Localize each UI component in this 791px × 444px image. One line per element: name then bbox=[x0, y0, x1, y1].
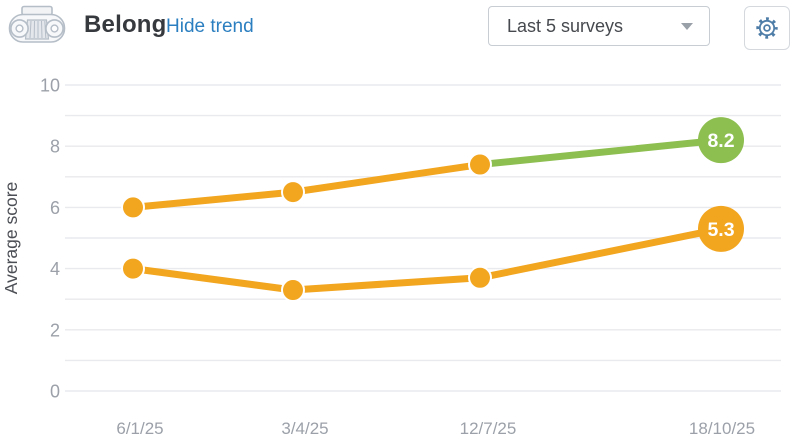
trend-segment bbox=[289, 161, 484, 196]
data-point[interactable] bbox=[121, 195, 145, 220]
score-badge-label: 5.3 bbox=[707, 219, 734, 241]
x-tick-label: 6/1/25 bbox=[116, 419, 163, 438]
series-belong-score-upper: 8.2 bbox=[121, 117, 744, 220]
data-point[interactable] bbox=[281, 278, 305, 303]
trend-segment bbox=[476, 225, 725, 282]
surveys-dropdown-value: Last 5 surveys bbox=[507, 15, 624, 36]
trend-segment bbox=[289, 274, 484, 294]
gear-icon bbox=[754, 15, 780, 41]
settings-button[interactable] bbox=[744, 6, 790, 50]
column-capital-icon bbox=[8, 5, 66, 51]
surveys-dropdown[interactable]: Last 5 surveys bbox=[488, 6, 710, 46]
x-tick-label: 3/4/25 bbox=[281, 419, 328, 438]
trend-segment bbox=[129, 188, 297, 211]
y-tick-label: 0 bbox=[50, 382, 60, 402]
y-tick-label: 4 bbox=[50, 259, 60, 279]
y-tick-label: 10 bbox=[40, 76, 60, 96]
x-tick-label: 18/10/25 bbox=[689, 419, 755, 438]
data-point[interactable] bbox=[468, 265, 492, 290]
trend-segment bbox=[476, 136, 725, 169]
y-tick-label: 8 bbox=[50, 137, 60, 157]
trend-segment bbox=[129, 265, 297, 294]
data-point[interactable] bbox=[468, 152, 492, 177]
data-point[interactable] bbox=[281, 180, 305, 205]
score-badge[interactable] bbox=[698, 205, 744, 252]
y-tick-label: 6 bbox=[50, 198, 60, 218]
score-badge[interactable] bbox=[698, 117, 744, 164]
widget-title: Belong bbox=[84, 11, 167, 38]
y-tick-label: 2 bbox=[50, 320, 60, 340]
series-belong-score-lower: 5.3 bbox=[121, 205, 744, 303]
hide-trend-link[interactable]: Hide trend bbox=[166, 16, 254, 37]
y-axis-title: Average score bbox=[1, 182, 21, 295]
chevron-down-icon bbox=[681, 22, 693, 30]
x-tick-label: 12/7/25 bbox=[460, 419, 517, 438]
data-point[interactable] bbox=[121, 256, 145, 281]
score-badge-label: 8.2 bbox=[707, 130, 734, 152]
